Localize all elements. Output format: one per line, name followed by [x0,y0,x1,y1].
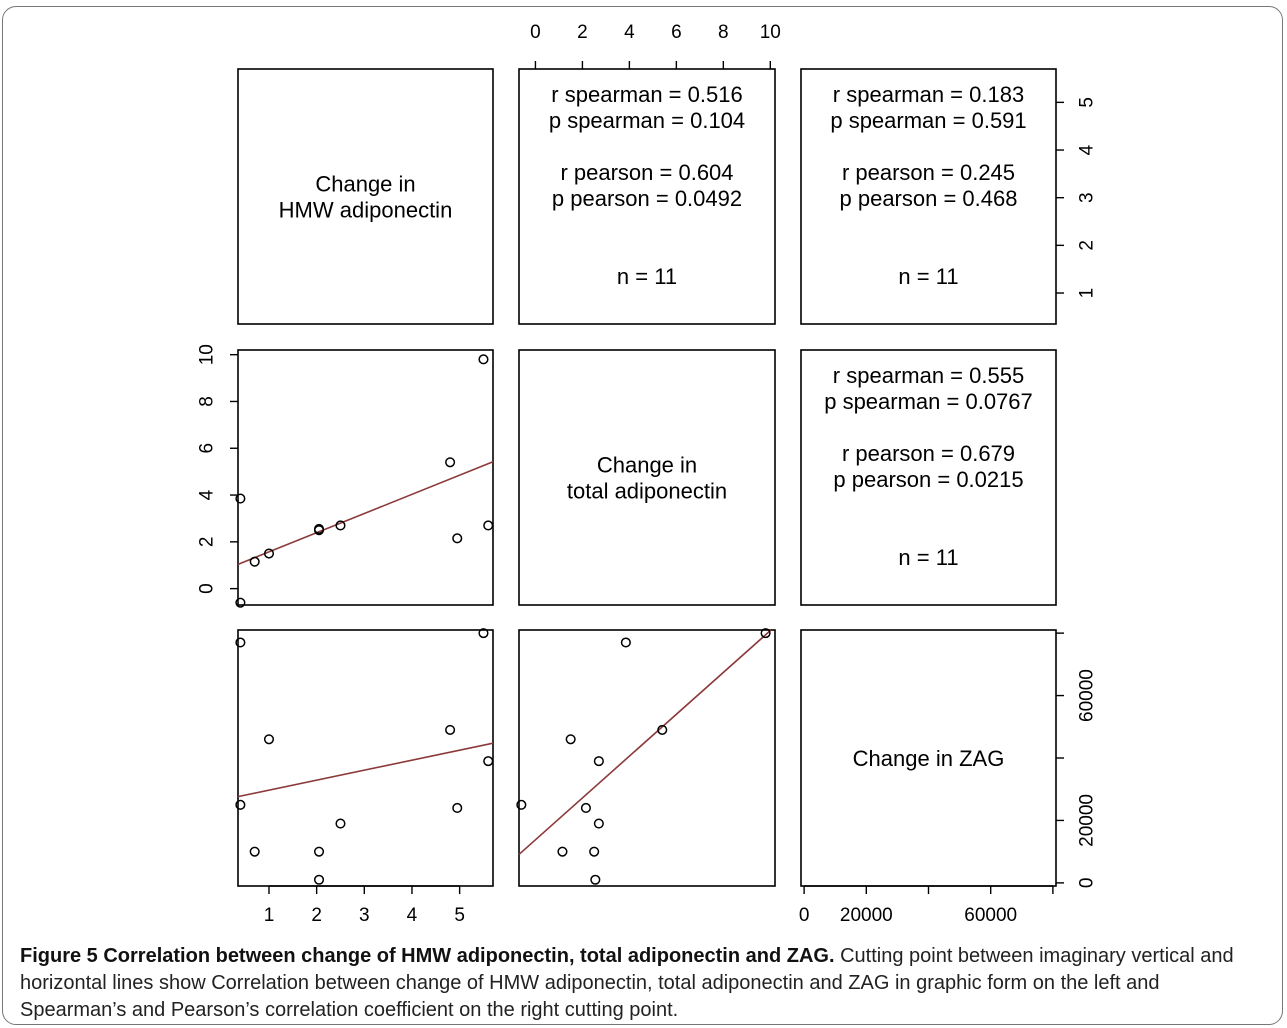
panel-border [800,349,1057,606]
correlation-stat: r pearson = 0.679 [842,441,1015,466]
data-point [235,637,246,648]
data-point [657,724,668,735]
x-tick-label: 2 [311,905,322,926]
regression-line [237,742,494,798]
data-point [478,628,489,639]
y-tick-label: 2 [197,537,218,548]
x-tick-label: 4 [407,905,418,926]
x-tick-label: 60000 [964,905,1017,926]
y-tick-label: 20000 [1077,794,1098,847]
data-point [313,874,325,885]
y-tick-label: 5 [1077,97,1098,108]
data-point [593,756,604,767]
correlation-stat: p spearman = 0.591 [830,108,1026,133]
correlation-stat: r pearson = 0.245 [842,160,1015,185]
correlation-stat: p pearson = 0.0492 [552,186,742,211]
variable-label: Change in [597,453,697,478]
x-tick-label: 2 [577,22,588,43]
y-tick-label: 0 [197,583,218,594]
correlation-stat: r spearman = 0.183 [833,82,1024,107]
data-point [235,597,246,608]
data-point [580,802,591,814]
variable-label: HMW adiponectin [279,198,453,223]
correlation-stat: r pearson = 0.604 [560,160,733,185]
data-point [478,354,489,365]
data-point [249,556,260,567]
data-point [483,520,494,531]
x-tick-label: 10 [760,22,781,43]
data-point [263,734,275,745]
data-point [620,637,631,648]
correlation-stat: p pearson = 0.468 [840,186,1018,211]
data-point [760,628,771,639]
figure-caption-text: Cutting point between imaginary vertical… [20,945,1234,1021]
y-tick-label: 0 [1077,878,1098,889]
data-point [335,818,346,829]
data-point [452,802,463,814]
y-tick-label: 8 [197,396,218,407]
correlation-stat: p spearman = 0.0767 [824,389,1033,414]
data-point [452,533,463,544]
data-point [445,724,456,735]
correlation-stat: r spearman = 0.516 [551,82,742,107]
x-tick-label: 8 [718,22,729,43]
x-tick-label: 4 [624,22,635,43]
correlation-stat: p spearman = 0.104 [549,108,745,133]
data-point [593,818,604,829]
panel-border [237,629,494,887]
x-tick-label: 0 [799,905,810,926]
y-tick-label: 1 [1077,288,1098,299]
panel-border [518,68,776,325]
panel-border [237,68,494,325]
y-tick-label: 60000 [1077,669,1098,722]
variable-label: Change in [315,172,415,197]
y-tick-label: 2 [1077,240,1098,251]
data-point [335,520,346,531]
panel-border [518,349,776,606]
figure-title: Correlation between change of HMW adipon… [103,945,835,967]
correlation-stat: n = 11 [898,264,958,289]
y-tick-label: 10 [197,344,218,365]
x-tick-label: 20000 [840,905,893,926]
data-point [235,799,246,810]
panel-border [800,68,1057,325]
data-point [249,846,260,857]
variable-label: total adiponectin [567,479,727,504]
data-point [557,846,568,857]
panel-border [237,349,494,606]
x-tick-label: 6 [671,22,682,43]
x-tick-label: 3 [359,905,370,926]
x-tick-label: 0 [530,22,541,43]
data-point [483,756,494,767]
data-point [313,846,325,857]
correlation-stat: n = 11 [898,545,958,570]
data-point [263,548,275,559]
x-tick-label: 1 [264,905,275,926]
y-tick-label: 3 [1077,192,1098,203]
data-point [313,523,325,535]
data-point [590,874,601,885]
regression-line [237,460,494,566]
y-tick-label: 4 [197,489,218,500]
data-point [445,457,456,468]
correlation-stat: n = 11 [617,264,677,289]
regression-line [518,629,772,856]
variable-label: Change in ZAG [853,746,1005,771]
figure-caption: Figure 5 Correlation between change of H… [20,943,1270,1024]
correlation-stat: p pearson = 0.0215 [833,467,1023,492]
figure-frame [2,6,1283,1025]
panel-border [518,629,776,887]
data-point [235,493,246,504]
y-tick-label: 4 [1077,144,1098,155]
y-tick-label: 6 [197,443,218,454]
data-point [565,734,576,745]
correlation-stat: r spearman = 0.555 [833,363,1024,388]
data-point [589,846,600,857]
x-tick-label: 5 [454,905,465,926]
data-point [516,799,527,810]
figure-label: Figure 5 [20,945,98,967]
